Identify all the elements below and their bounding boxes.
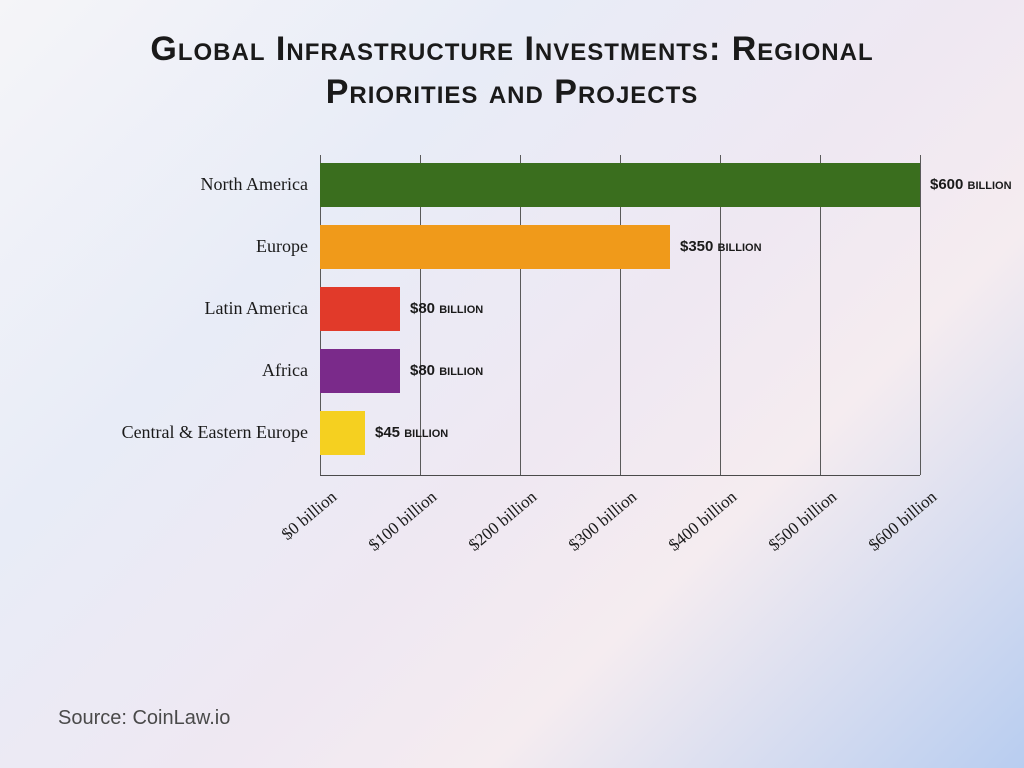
source-text: Source: CoinLaw.io <box>58 707 230 730</box>
title-line1: Global Infrastructure Investments: Regio… <box>150 30 873 68</box>
x-tick-label: $500 billion <box>736 487 841 579</box>
y-category-label: North America <box>108 174 308 195</box>
bar-value-label: $80 billion <box>410 300 483 317</box>
x-tick-label: $0 billion <box>236 487 341 579</box>
bar-value-label: $600 billion <box>930 176 1012 193</box>
y-category-label: Central & Eastern Europe <box>108 422 308 443</box>
x-tick-label: $100 billion <box>336 487 441 579</box>
plot: $0 billion$100 billion$200 billion$300 b… <box>320 155 920 475</box>
bar-value-label: $350 billion <box>680 238 762 255</box>
x-axis <box>320 475 920 476</box>
y-category-label: Europe <box>108 236 308 257</box>
x-tick-label: $400 billion <box>636 487 741 579</box>
bar <box>320 163 920 207</box>
bar <box>320 411 365 455</box>
y-category-label: Africa <box>108 360 308 381</box>
x-tick-label: $300 billion <box>536 487 641 579</box>
bar <box>320 287 400 331</box>
chart-title: Global Infrastructure Investments: Regio… <box>0 0 1024 113</box>
x-tick-label: $200 billion <box>436 487 541 579</box>
gridline <box>920 155 921 475</box>
bar <box>320 349 400 393</box>
y-category-label: Latin America <box>108 298 308 319</box>
chart-area: $0 billion$100 billion$200 billion$300 b… <box>120 155 920 575</box>
bar-value-label: $45 billion <box>375 424 448 441</box>
x-tick-label: $600 billion <box>836 487 941 579</box>
bar <box>320 225 670 269</box>
title-line2: Priorities and Projects <box>326 73 699 111</box>
bar-value-label: $80 billion <box>410 362 483 379</box>
